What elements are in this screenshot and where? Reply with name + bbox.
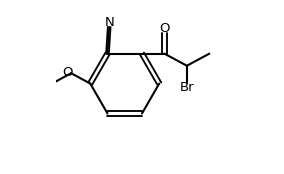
Text: O: O — [62, 66, 73, 79]
Text: N: N — [104, 15, 114, 29]
Text: O: O — [159, 22, 170, 35]
Text: Br: Br — [179, 81, 194, 94]
